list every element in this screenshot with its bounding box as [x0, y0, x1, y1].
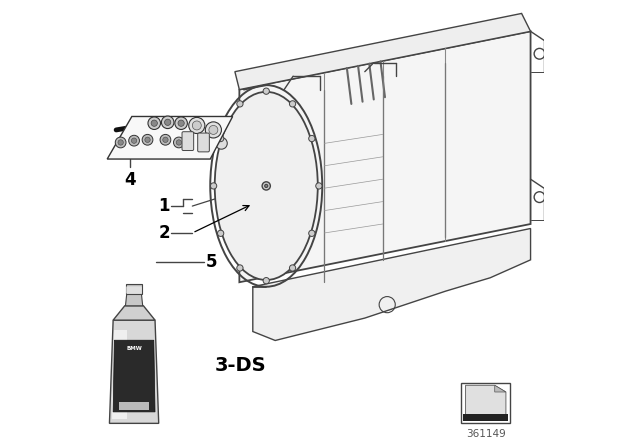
Circle shape [189, 117, 205, 134]
Polygon shape [465, 385, 506, 419]
Circle shape [263, 278, 269, 284]
Circle shape [211, 120, 223, 131]
Text: 2: 2 [158, 224, 170, 242]
Text: 1: 1 [159, 197, 170, 215]
Circle shape [142, 134, 153, 145]
Circle shape [308, 135, 315, 142]
Polygon shape [107, 116, 232, 159]
Circle shape [151, 120, 157, 126]
Circle shape [263, 88, 269, 95]
Bar [119, 402, 149, 410]
Circle shape [308, 230, 315, 237]
Text: 4: 4 [124, 171, 136, 189]
Circle shape [160, 134, 171, 145]
Circle shape [262, 182, 270, 190]
Circle shape [209, 125, 218, 134]
Circle shape [218, 230, 224, 237]
Circle shape [173, 137, 184, 148]
Circle shape [237, 265, 243, 271]
Circle shape [131, 138, 137, 143]
Circle shape [205, 122, 221, 138]
Polygon shape [113, 306, 155, 320]
Circle shape [178, 120, 184, 126]
Circle shape [129, 135, 140, 146]
FancyBboxPatch shape [182, 132, 194, 151]
Circle shape [148, 117, 161, 129]
Ellipse shape [215, 92, 317, 280]
Circle shape [289, 265, 296, 271]
Polygon shape [126, 284, 142, 294]
Circle shape [265, 185, 268, 187]
Circle shape [176, 140, 182, 145]
Circle shape [216, 138, 227, 149]
Text: 5: 5 [205, 253, 217, 271]
Circle shape [316, 183, 322, 189]
Circle shape [115, 137, 126, 148]
Polygon shape [109, 320, 159, 423]
Circle shape [237, 101, 243, 107]
Bar [461, 383, 511, 423]
Bar [463, 414, 508, 421]
Polygon shape [235, 13, 531, 90]
Polygon shape [113, 340, 155, 412]
Text: 3-DS: 3-DS [214, 356, 266, 375]
Circle shape [289, 101, 296, 107]
Polygon shape [111, 330, 127, 419]
Polygon shape [239, 31, 531, 282]
Circle shape [211, 183, 217, 189]
FancyBboxPatch shape [198, 133, 209, 152]
FancyBboxPatch shape [126, 286, 142, 294]
Circle shape [118, 140, 124, 145]
Text: 361149: 361149 [466, 429, 506, 439]
Text: BMW: BMW [126, 346, 142, 351]
Polygon shape [253, 228, 531, 340]
Circle shape [161, 116, 174, 129]
Circle shape [145, 137, 150, 142]
Polygon shape [495, 385, 506, 392]
Polygon shape [125, 294, 143, 306]
Circle shape [163, 137, 168, 142]
Circle shape [218, 135, 224, 142]
Circle shape [175, 117, 188, 129]
Circle shape [164, 119, 171, 125]
Circle shape [192, 121, 201, 130]
